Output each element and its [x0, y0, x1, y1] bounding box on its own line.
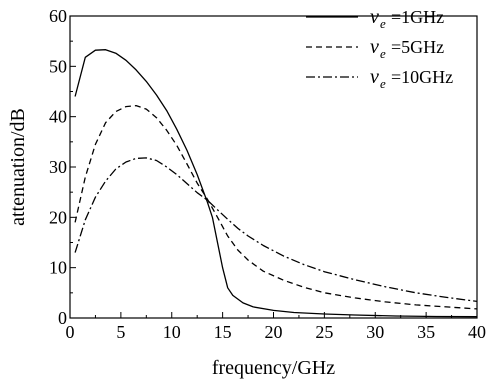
x-tick-label: 10 — [163, 322, 181, 342]
series-line-2 — [74, 104, 478, 310]
y-tick-label: 60 — [49, 6, 67, 26]
y-tick-label: 50 — [49, 56, 67, 76]
y-axis-label: attenuation/dB — [7, 108, 29, 226]
x-tick-label: 15 — [214, 322, 232, 342]
legend-subscript: e — [380, 46, 386, 61]
series-line-3 — [74, 157, 478, 303]
legend-symbol: v — [370, 66, 379, 88]
legend-subscript: e — [380, 76, 386, 91]
x-tick-label: 25 — [315, 322, 333, 342]
legend-label: =5GHz — [391, 37, 444, 57]
x-tick-label: 30 — [366, 322, 384, 342]
y-tick-label: 30 — [49, 157, 67, 177]
y-tick-label: 0 — [58, 308, 67, 328]
axis-ticks: 0 5 10 15 20 25 30 35 40 0 10 20 30 40 50 60 — [49, 6, 486, 342]
series-lines — [74, 49, 478, 318]
y-tick-label: 10 — [49, 258, 67, 278]
legend-symbol: v — [370, 36, 379, 58]
legend-label: =1GHz — [391, 7, 444, 27]
x-tick-label: 35 — [417, 322, 435, 342]
legend-subscript: e — [380, 16, 386, 31]
x-axis-label: frequency/GHz — [212, 357, 335, 379]
x-tick-label: 40 — [468, 322, 486, 342]
x-tick-label: 0 — [66, 322, 75, 342]
plot-area-border — [69, 15, 478, 319]
y-tick-label: 20 — [49, 207, 67, 227]
legend-label: =10GHz — [391, 67, 453, 87]
plot-frame — [69, 15, 478, 319]
legend-symbol: v — [370, 6, 379, 28]
y-tick-label: 40 — [49, 107, 67, 127]
x-tick-label: 20 — [265, 322, 283, 342]
series-line-1 — [74, 49, 478, 318]
x-tick-label: 5 — [116, 322, 125, 342]
